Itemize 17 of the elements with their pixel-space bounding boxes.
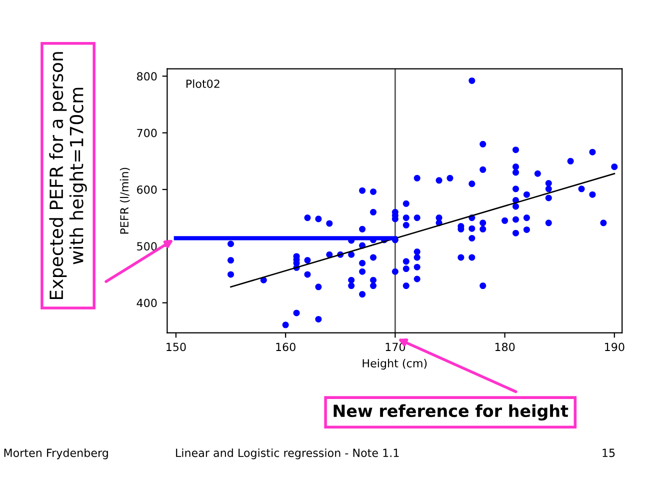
y-axis-title: PEFR (l/min) — [120, 168, 130, 234]
x-tick-label: 180 — [495, 342, 515, 352]
x-tick-label: 190 — [605, 342, 624, 352]
text: 15 — [602, 448, 615, 458]
x-tick-label: 150 — [166, 342, 186, 352]
y-tick-label: 800 — [137, 72, 157, 81]
x-axis-title: Height (cm) — [362, 358, 427, 370]
text: Linear and Logistic regression - Note 1.1 — [176, 448, 399, 460]
y-tick-label: 700 — [137, 128, 157, 138]
text: New reference for height — [334, 404, 568, 420]
x-tick-label: 160 — [276, 342, 296, 352]
annotation: Expected PEFR for a person with height=170cm — [49, 52, 87, 300]
text: Morten Frydenberg — [4, 448, 108, 460]
y-tick-label: 500 — [137, 242, 157, 251]
annotation: Plot02 — [186, 79, 220, 88]
y-tick-label: 400 — [136, 298, 157, 308]
y-tick-label: 600 — [137, 185, 157, 194]
